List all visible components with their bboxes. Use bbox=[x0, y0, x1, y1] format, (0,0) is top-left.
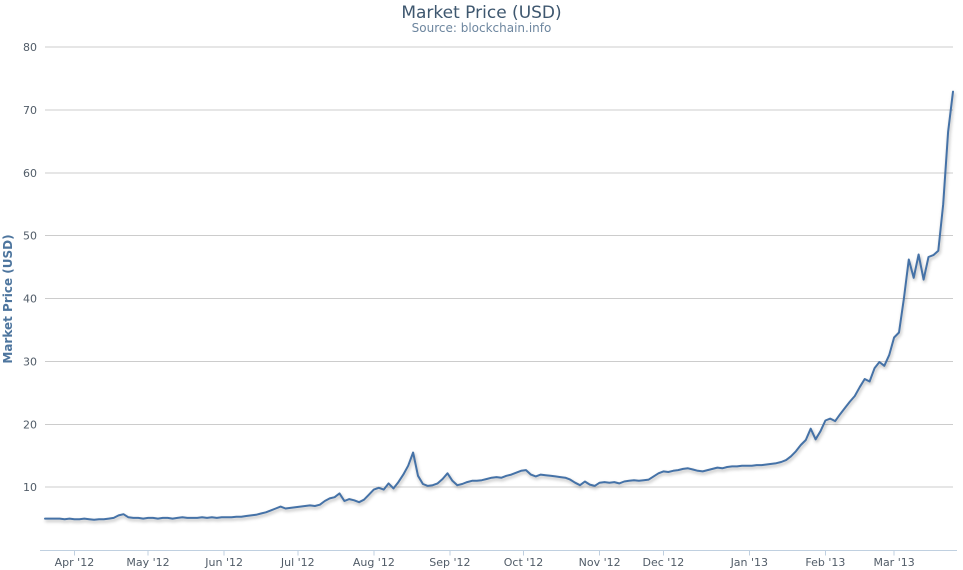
y-axis-title: Market Price (USD) bbox=[1, 234, 15, 364]
x-tick-label: May '12 bbox=[126, 556, 169, 569]
y-tick-label: 10 bbox=[23, 481, 37, 494]
chart-subtitle: Source: blockchain.info bbox=[411, 21, 552, 35]
price-line-series[interactable] bbox=[44, 90, 954, 521]
y-tick-label: 50 bbox=[23, 230, 37, 243]
x-tick-label: Feb '13 bbox=[805, 556, 845, 569]
x-tick-label: Jun '12 bbox=[204, 556, 243, 569]
y-tick-label: 30 bbox=[23, 355, 37, 368]
x-tick-label: Aug '12 bbox=[353, 556, 395, 569]
y-tick-label: 80 bbox=[23, 41, 37, 54]
x-tick-label: Nov '12 bbox=[579, 556, 621, 569]
y-tick-label: 60 bbox=[23, 167, 37, 180]
y-tick-label: 20 bbox=[23, 418, 37, 431]
x-tick-label: Jan '13 bbox=[730, 556, 768, 569]
x-tick-label: Oct '12 bbox=[504, 556, 544, 569]
y-tick-label: 40 bbox=[23, 293, 37, 306]
x-tick-label: Jul '12 bbox=[280, 556, 315, 569]
x-tick-label: Apr '12 bbox=[55, 556, 95, 569]
chart-title: Market Price (USD) bbox=[401, 3, 562, 23]
y-tick-label: 70 bbox=[23, 104, 37, 117]
x-tick-label: Sep '12 bbox=[429, 556, 470, 569]
x-tick-label: Dec '12 bbox=[643, 556, 685, 569]
x-tick-label: Mar '13 bbox=[873, 556, 914, 569]
